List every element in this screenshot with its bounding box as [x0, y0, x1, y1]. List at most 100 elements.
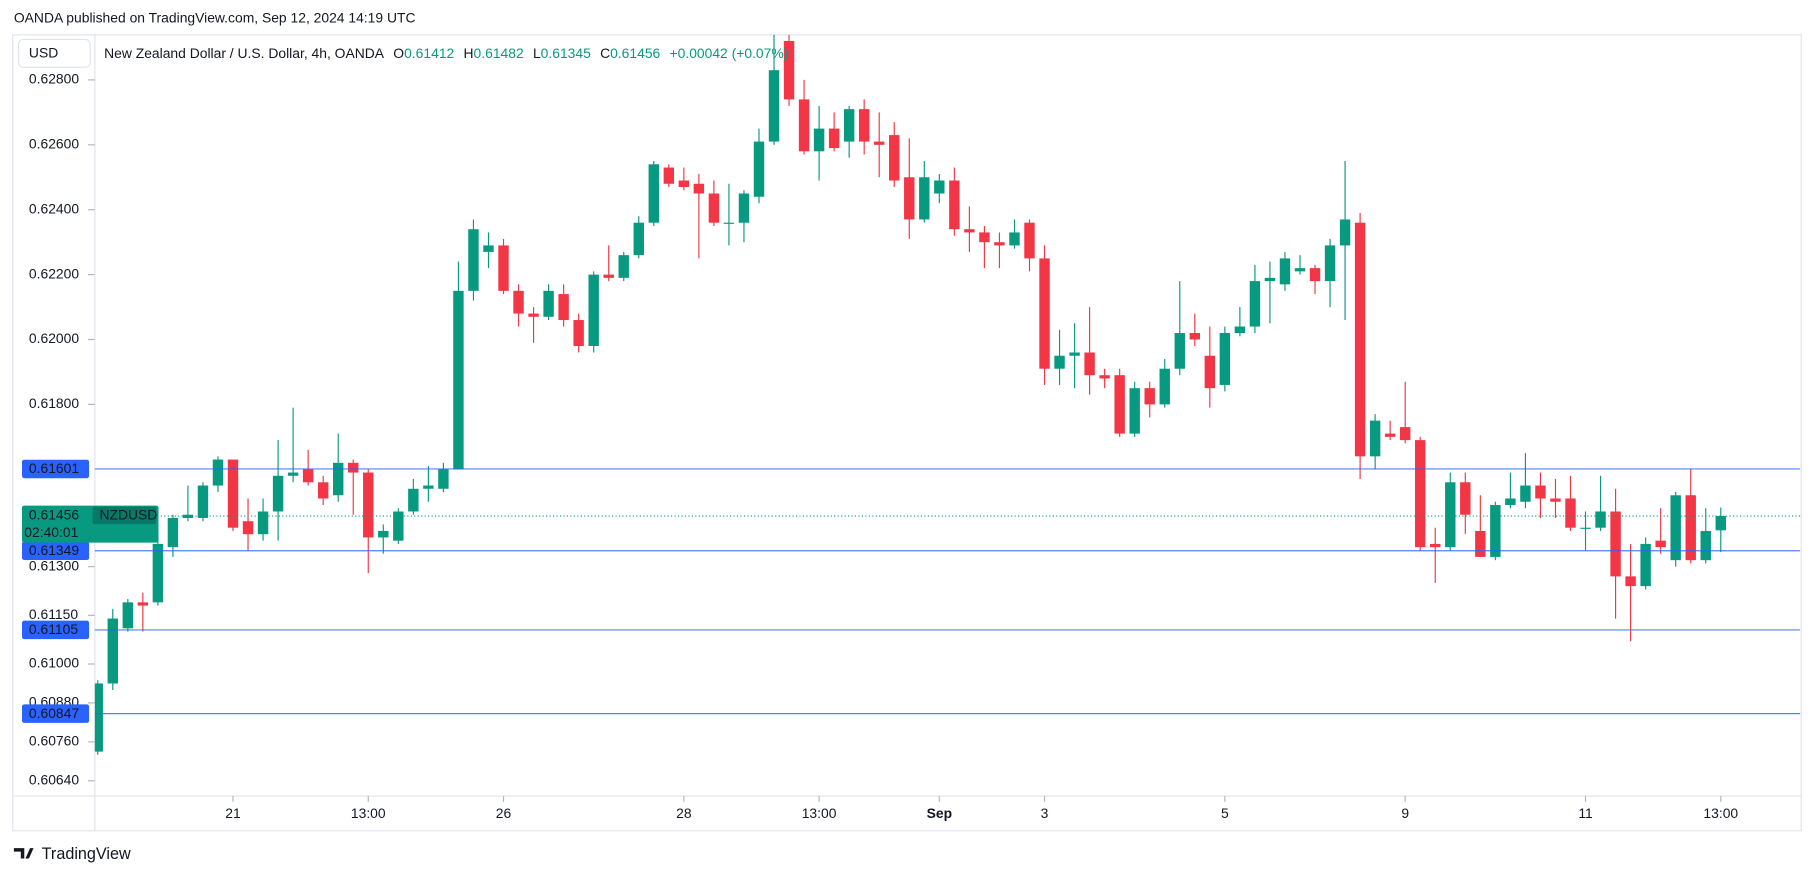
brand-name: TradingView — [42, 845, 131, 863]
brand-logo — [13, 848, 34, 859]
candle-body — [1700, 530, 1711, 561]
brand: TradingView — [13, 845, 131, 863]
countdown: 02:40:01 — [24, 524, 78, 540]
candle-body — [1189, 333, 1201, 340]
candle-body — [1535, 485, 1546, 499]
candle-body — [513, 290, 524, 314]
candle-body — [573, 320, 584, 347]
y-tick-label: 0.60760 — [29, 733, 79, 749]
candle-body — [1054, 355, 1065, 369]
candle-body — [167, 517, 179, 548]
candle-body — [1445, 482, 1456, 548]
candle-body — [618, 255, 629, 278]
legend: New Zealand Dollar / U.S. Dollar, 4h, OA… — [104, 45, 788, 61]
candle-body — [1384, 433, 1396, 437]
candle-body — [1670, 495, 1681, 561]
candle-body — [1595, 511, 1606, 528]
candle-body — [363, 472, 374, 538]
candle-body — [1354, 222, 1366, 457]
candle-body — [1685, 495, 1696, 561]
candle-body — [152, 543, 164, 603]
candle-body — [468, 229, 479, 291]
ohlc-value: 0.61345 — [541, 45, 591, 61]
symbol-title: New Zealand Dollar / U.S. Dollar, 4h, OA… — [104, 45, 385, 61]
candle-body — [858, 109, 870, 142]
x-tick-label: 28 — [676, 805, 692, 821]
candle-body — [1505, 498, 1516, 505]
candle-body — [302, 469, 314, 483]
candle-body — [1129, 388, 1140, 434]
y-tick-label: 0.62000 — [29, 330, 79, 346]
y-tick-label: 0.61000 — [29, 655, 79, 671]
candle-body — [453, 290, 464, 470]
candle-body — [317, 482, 329, 499]
y-tick-label: 0.62600 — [29, 135, 79, 151]
candle-body — [1204, 355, 1216, 389]
level-label-bg — [21, 541, 90, 561]
candle-body — [1024, 222, 1035, 259]
candle-body — [919, 177, 930, 220]
candle-body — [1294, 268, 1306, 272]
level-label-bg — [21, 459, 90, 479]
candle-body — [693, 183, 705, 194]
symbol-tag: NZDUSD — [99, 507, 157, 523]
x-tick-label: 13:00 — [351, 805, 386, 821]
candle-body — [227, 459, 239, 528]
ticks: 0.62800 0.62600 0.62400 0.62200 0.62000 0.618… — [29, 71, 1738, 822]
candle-body — [1339, 219, 1351, 246]
candle-body — [242, 521, 254, 535]
candle-body — [1309, 268, 1321, 282]
ohlc-key: C — [600, 45, 610, 61]
candles — [94, 34, 1726, 755]
candle-body — [798, 99, 810, 152]
candle-body — [1174, 333, 1185, 369]
ohlc-value: 0.61412 — [404, 45, 454, 61]
chart-frame — [12, 34, 1802, 832]
candle-body — [182, 514, 194, 518]
candle-body — [378, 530, 389, 538]
candle-body — [603, 274, 614, 278]
ohlc-value: 0.61482 — [474, 45, 524, 61]
candle-body — [543, 290, 554, 317]
candle-body — [393, 511, 404, 541]
level-label: 0.61349 — [29, 542, 79, 558]
candle-body — [257, 511, 269, 535]
candle-body — [272, 475, 284, 512]
candle-body — [1610, 511, 1621, 577]
candle-body — [1625, 576, 1636, 587]
candle-body — [558, 294, 569, 321]
candle-body — [528, 313, 539, 317]
currency-button[interactable] — [17, 38, 91, 68]
candle-body — [1009, 232, 1020, 246]
candle-body — [708, 193, 720, 223]
change: +0.00042 (+0.07%) — [670, 45, 789, 61]
candle-body — [1324, 245, 1336, 282]
candle-body — [1580, 527, 1591, 529]
candle-body — [1369, 420, 1381, 457]
candle-body — [1415, 440, 1426, 548]
x-tick-label: 21 — [225, 805, 241, 821]
y-tick-label: 0.62200 — [29, 265, 79, 281]
candle-body — [197, 485, 209, 518]
candle-body — [1039, 258, 1050, 369]
candle-body — [1279, 258, 1291, 285]
candle-body — [1159, 368, 1170, 405]
y-tick-label: 0.60640 — [29, 771, 79, 787]
candle-body — [768, 70, 780, 142]
candle-body — [1550, 498, 1561, 502]
candle-body — [648, 164, 659, 223]
candle-body — [994, 242, 1005, 246]
candle-body — [1430, 543, 1441, 548]
candle-body — [889, 135, 900, 181]
candle-body — [1219, 333, 1231, 385]
candle-body — [1565, 498, 1576, 528]
candle-body — [1069, 352, 1080, 356]
publish-note: OANDA published on TradingView.com, Sep … — [14, 9, 416, 25]
y-tick-label: 0.62800 — [29, 71, 79, 87]
x-tick-label: 11 — [1578, 805, 1593, 821]
candle-body — [813, 128, 825, 152]
candle-body — [1715, 516, 1726, 531]
candle-body — [1264, 277, 1276, 282]
